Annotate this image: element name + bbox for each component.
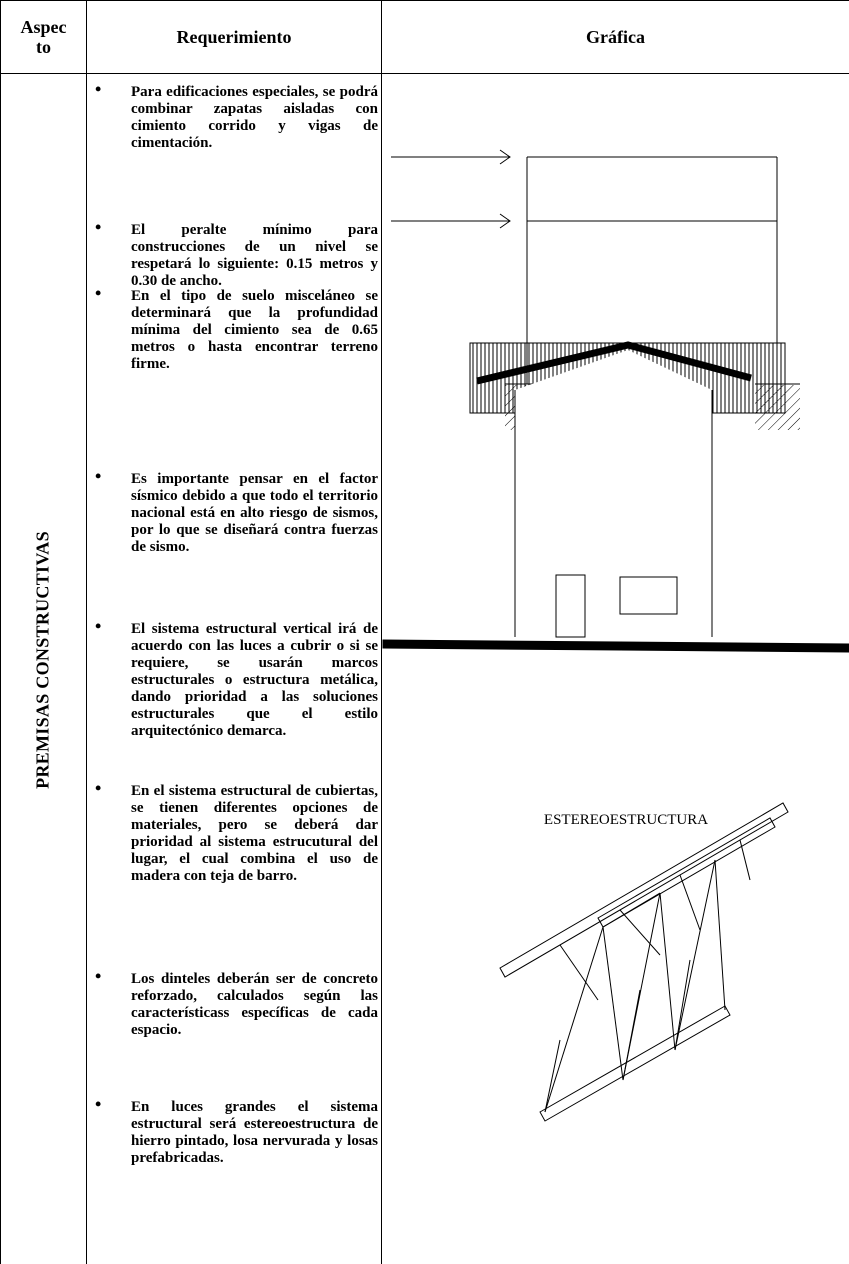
requirement: Para edificaciones especiales, se podrá …	[95, 81, 378, 152]
house-diagram	[382, 341, 849, 653]
header-cell: Requerimiento	[87, 0, 381, 73]
truss-diagram	[499, 802, 789, 1122]
header-cell: Aspecto	[1, 0, 86, 73]
border	[0, 0, 1, 1264]
requirement: En el sistema estructural de cubiertas, …	[95, 780, 378, 885]
header-text: Aspecto	[20, 16, 67, 57]
truss-label: ESTEREOESTRUCTURA	[544, 812, 708, 828]
border	[86, 0, 87, 1264]
requirement: El sistema estructural vertical irá de a…	[95, 618, 378, 740]
border	[381, 0, 382, 1264]
requirement: En luces grandes el sistema estructural …	[95, 1096, 378, 1167]
requirement: En el tipo de suelo misceláneo se determ…	[95, 285, 378, 373]
border	[0, 0, 849, 1]
requirement: El peralte mínimo para construcciones de…	[95, 219, 378, 290]
requirement: Los dinteles deberán ser de concreto ref…	[95, 968, 378, 1039]
requirement: Es importante pensar en el factor sísmic…	[95, 468, 378, 556]
header-cell: Gráfica	[382, 0, 849, 73]
border	[0, 73, 849, 74]
header-text: Gráfica	[586, 26, 645, 47]
header-text: Requerimiento	[176, 26, 292, 47]
